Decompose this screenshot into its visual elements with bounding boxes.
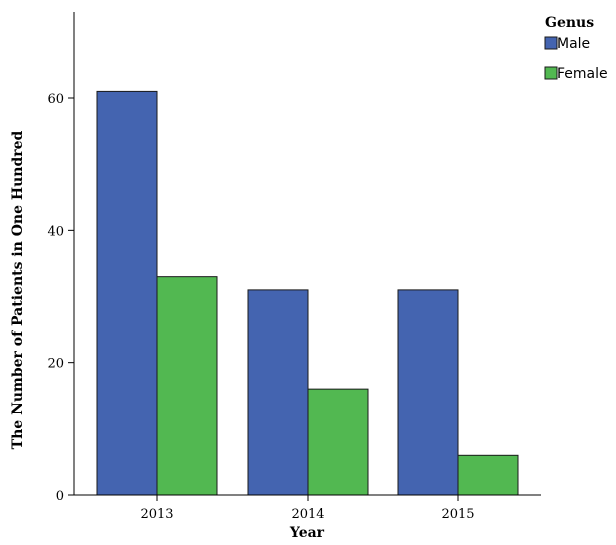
- legend-title: Genus: [545, 15, 594, 31]
- y-tick-label-0: 0: [56, 489, 64, 504]
- bar-male-2014: [247, 289, 309, 496]
- legend-swatch-male: [544, 36, 558, 50]
- y-axis-title: The Number of Patients in One Hundred: [10, 130, 26, 449]
- x-axis-title: Year: [289, 525, 325, 541]
- bar-female-2015: [457, 454, 519, 496]
- bar-male-2013: [96, 90, 158, 496]
- bar-female-2013: [156, 276, 218, 496]
- bars-group: [96, 90, 519, 496]
- legend: Genus Male Female: [544, 15, 608, 82]
- y-ticks-group: 0 20 40 60: [47, 92, 74, 504]
- x-tick-label-2015: 2015: [441, 507, 474, 522]
- x-tick-label-2014: 2014: [291, 507, 324, 522]
- bar-female-2014: [307, 388, 369, 496]
- y-tick-label-60: 60: [47, 92, 64, 107]
- y-tick-label-40: 40: [47, 224, 64, 239]
- legend-label-male: Male: [557, 36, 590, 52]
- bar-male-2015: [397, 289, 459, 496]
- legend-label-female: Female: [557, 66, 608, 82]
- legend-swatch-female: [544, 66, 558, 80]
- y-tick-label-20: 20: [47, 357, 64, 372]
- x-ticks-group: 2013 2014 2015: [140, 495, 475, 522]
- x-tick-label-2013: 2013: [140, 507, 173, 522]
